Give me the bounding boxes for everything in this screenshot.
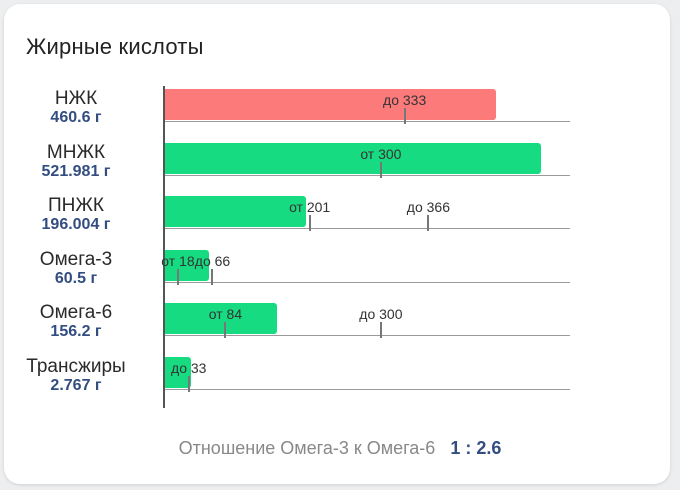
nutrient-amount: 460.6 г <box>50 109 102 126</box>
nutrient-label: НЖК 460.6 г <box>10 88 142 127</box>
bar-track <box>165 335 570 337</box>
bar-track <box>165 228 570 230</box>
card-title: Жирные кислоты <box>26 34 204 59</box>
nutrient-amount: 60.5 г <box>54 269 98 287</box>
limit-tick <box>379 161 382 178</box>
limit-label: от 18 <box>161 252 195 269</box>
nutrient-label: Омега-6 156.2 г <box>10 302 142 341</box>
nutrient-name: ПНЖК <box>48 195 104 217</box>
bar-track <box>165 121 570 122</box>
chart-axis <box>163 86 165 408</box>
nutrient-name: Омега-6 <box>39 302 113 324</box>
bar-track <box>165 174 570 176</box>
nutrient-label: Омега-3 60.5 г <box>10 249 142 288</box>
limit-tick <box>379 322 382 339</box>
nutrient-name: Омега-3 <box>39 248 113 270</box>
limit-tick <box>187 376 190 392</box>
nutrient-amount: 196.004 г <box>41 216 111 234</box>
limit-label: до 366 <box>406 199 450 216</box>
omega-ratio-value: 1 : 2.6 <box>450 438 502 458</box>
nutrient-amount: 2.767 г <box>50 377 102 394</box>
bar-track <box>165 389 570 390</box>
limit-label: от 300 <box>360 145 402 162</box>
nutrient-bar <box>165 303 278 335</box>
omega-ratio-label: Отношение Омега-3 к Омега-6 <box>178 438 436 458</box>
nutrient-bar <box>165 89 497 120</box>
bar-track <box>165 281 570 283</box>
nutrient-name: Трансжиры <box>26 356 126 377</box>
limit-tick <box>403 108 406 124</box>
nutrient-name: МНЖК <box>46 141 106 163</box>
limit-tick <box>176 268 179 285</box>
limit-tick <box>308 215 311 232</box>
limit-label: до 300 <box>359 306 403 323</box>
omega-ratio: Отношение Омега-3 к Омега-6 1 : 2.6 <box>0 438 680 459</box>
nutrient-label: МНЖК 521.981 г <box>10 142 142 181</box>
fatty-acids-card: Жирные кислоты <box>4 4 670 484</box>
limit-label: от 201 <box>289 199 331 216</box>
nutrient-amount: 521.981 г <box>41 162 111 180</box>
nutrient-bar <box>165 142 541 174</box>
limit-tick <box>224 322 227 339</box>
nutrient-bar <box>165 196 307 228</box>
nutrient-bar <box>165 249 209 281</box>
limit-label: до 333 <box>383 92 427 108</box>
limit-tick <box>427 215 430 232</box>
nutrient-amount: 156.2 г <box>50 323 102 341</box>
nutrient-label: ПНЖК 196.004 г <box>10 195 142 234</box>
limit-label: до 66 <box>194 252 231 269</box>
limit-label: до 33 <box>171 360 207 376</box>
limit-tick <box>211 268 214 285</box>
limit-label: от 84 <box>208 306 243 323</box>
nutrient-label: Трансжиры 2.767 г <box>10 356 142 395</box>
nutrient-name: НЖК <box>54 88 98 109</box>
nutrient-bar <box>165 357 191 388</box>
